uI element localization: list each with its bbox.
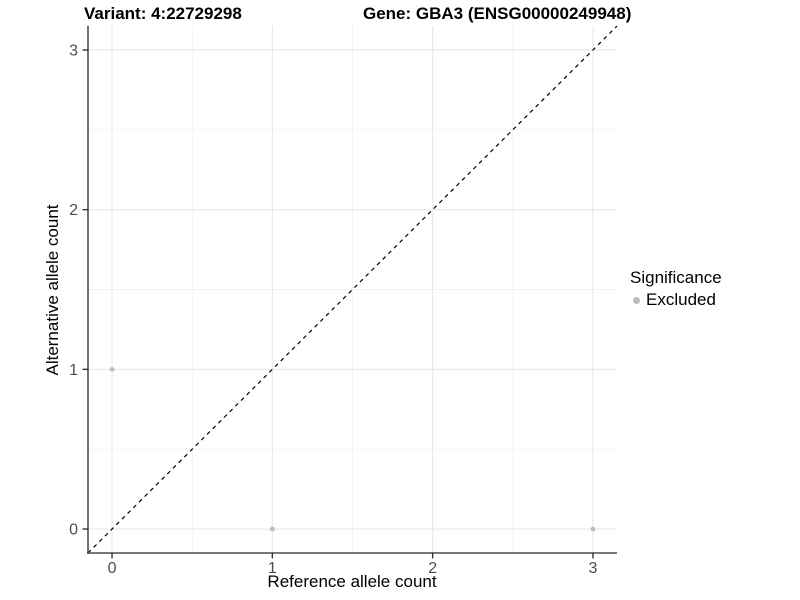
plot-title-gene: Gene: GBA3 (ENSG00000249948) xyxy=(363,4,632,23)
data-point xyxy=(269,526,275,532)
legend-point-icon xyxy=(633,296,640,304)
y-tick-label: 0 xyxy=(69,522,78,539)
x-tick-label: 2 xyxy=(428,560,437,577)
x-tick-label: 1 xyxy=(268,560,277,577)
x-tick-label: 3 xyxy=(589,560,598,577)
plot-title-variant: Variant: 4:22729298 xyxy=(84,4,242,23)
x-tick-label: 0 xyxy=(108,560,117,577)
y-tick-label: 2 xyxy=(69,202,78,219)
legend: Significance Excluded xyxy=(630,268,722,310)
data-point xyxy=(590,526,596,532)
y-axis-title: Alternative allele count xyxy=(43,204,62,376)
legend-entry-label: Excluded xyxy=(646,290,716,309)
y-tick-label: 1 xyxy=(69,362,78,379)
data-point xyxy=(109,366,115,372)
legend-entry-excluded: Excluded xyxy=(630,290,722,310)
y-tick-label: 3 xyxy=(69,42,78,59)
legend-title: Significance xyxy=(630,268,722,287)
x-axis-title: Reference allele count xyxy=(267,572,437,591)
